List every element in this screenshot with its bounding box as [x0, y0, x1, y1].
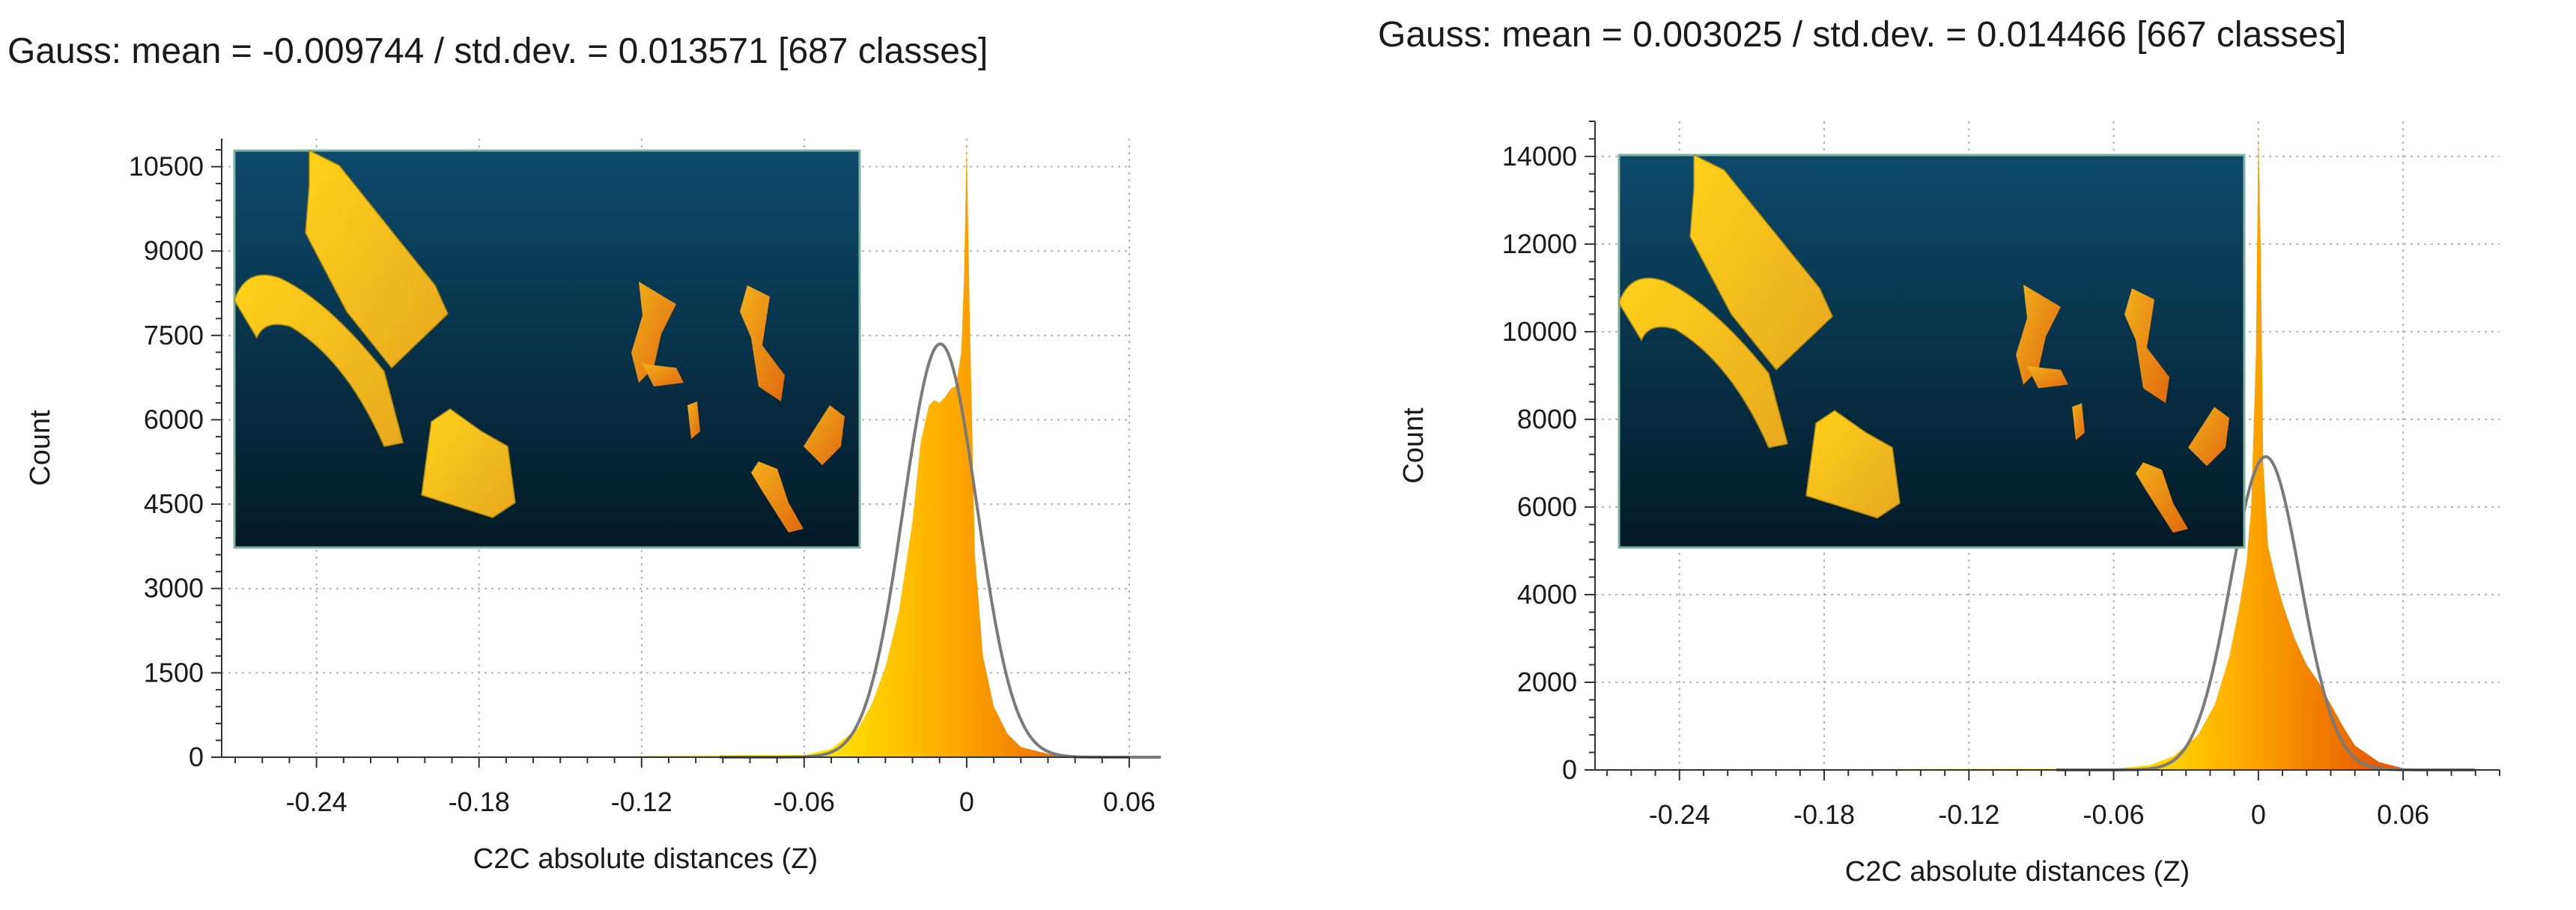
y-tick-label: 6000 — [1517, 491, 1577, 522]
inset-shape — [687, 401, 700, 439]
y-axis-label: Count — [1398, 407, 1430, 484]
y-tick-label: 2000 — [1517, 667, 1577, 697]
x-tick-label: -0.06 — [774, 786, 835, 817]
chart-title: Gauss: mean = -0.009744 / std.dev. = 0.0… — [7, 31, 988, 71]
y-tick-label: 3000 — [144, 573, 204, 604]
inset-shape — [2136, 462, 2188, 533]
y-tick-label: 14000 — [1502, 141, 1577, 172]
inset-shape — [421, 408, 516, 518]
x-tick-label: -0.24 — [1649, 799, 1710, 830]
y-tick-label: 7500 — [144, 320, 204, 351]
inset-shape — [2016, 285, 2061, 385]
y-tick-label: 0 — [189, 741, 204, 772]
histogram-area — [1595, 130, 2500, 770]
inset-shape — [2124, 288, 2169, 404]
inset-shape — [740, 285, 785, 401]
inset-image — [1617, 154, 2246, 549]
x-axis-label: C2C absolute distances (Z) — [1845, 856, 2190, 888]
y-tick-label: 10000 — [1502, 316, 1577, 347]
histogram-chart-right: Gauss: mean = 0.003025 / std.dev. = 0.01… — [1378, 15, 2500, 888]
y-tick-label: 9000 — [144, 235, 204, 266]
x-tick-label: 0.06 — [2377, 799, 2429, 830]
y-tick-label: 4500 — [144, 488, 204, 519]
y-tick-label: 10500 — [129, 151, 204, 182]
y-tick-label: 6000 — [144, 404, 204, 434]
histogram-chart-left: Gauss: mean = -0.009744 / std.dev. = 0.0… — [7, 31, 1161, 875]
inset-shape — [631, 282, 676, 383]
histogram-panel-left: Gauss: mean = -0.009744 / std.dev. = 0.0… — [7, 31, 1161, 875]
x-tick-label: 0.06 — [1103, 786, 1155, 817]
y-tick-label: 4000 — [1517, 579, 1577, 610]
inset-shape — [1618, 277, 1788, 449]
inset-image — [233, 149, 861, 549]
inset-shape — [2027, 365, 2068, 389]
x-tick-label: 0 — [959, 786, 974, 817]
inset-shape — [2188, 407, 2229, 467]
x-tick-label: -0.12 — [1938, 799, 1999, 830]
inset-shape — [1805, 410, 1901, 519]
x-tick-label: -0.18 — [449, 786, 510, 817]
inset-shape — [643, 364, 684, 386]
y-tick-label: 1500 — [144, 657, 204, 688]
x-tick-label: -0.06 — [2083, 799, 2145, 830]
inset-shape — [804, 405, 845, 465]
histogram-area — [222, 144, 1129, 757]
x-tick-label: 0 — [2251, 799, 2266, 830]
histogram-panel-right: Gauss: mean = 0.003025 / std.dev. = 0.01… — [1288, 0, 2576, 910]
inset-shape — [1689, 154, 1833, 371]
inset-shape — [234, 274, 404, 447]
x-tick-label: -0.18 — [1793, 799, 1855, 830]
x-axis-label: C2C absolute distances (Z) — [473, 843, 818, 875]
chart-title: Gauss: mean = 0.003025 / std.dev. = 0.01… — [1378, 15, 2346, 55]
y-axis-label: Count — [25, 410, 56, 486]
y-tick-label: 0 — [1562, 754, 1577, 785]
x-tick-label: -0.24 — [286, 786, 347, 817]
inset-shape — [305, 149, 449, 369]
inset-shape — [2072, 403, 2085, 440]
x-tick-label: -0.12 — [611, 786, 672, 817]
inset-shape — [751, 461, 804, 533]
y-tick-label: 8000 — [1517, 404, 1577, 434]
y-tick-label: 12000 — [1502, 228, 1577, 259]
